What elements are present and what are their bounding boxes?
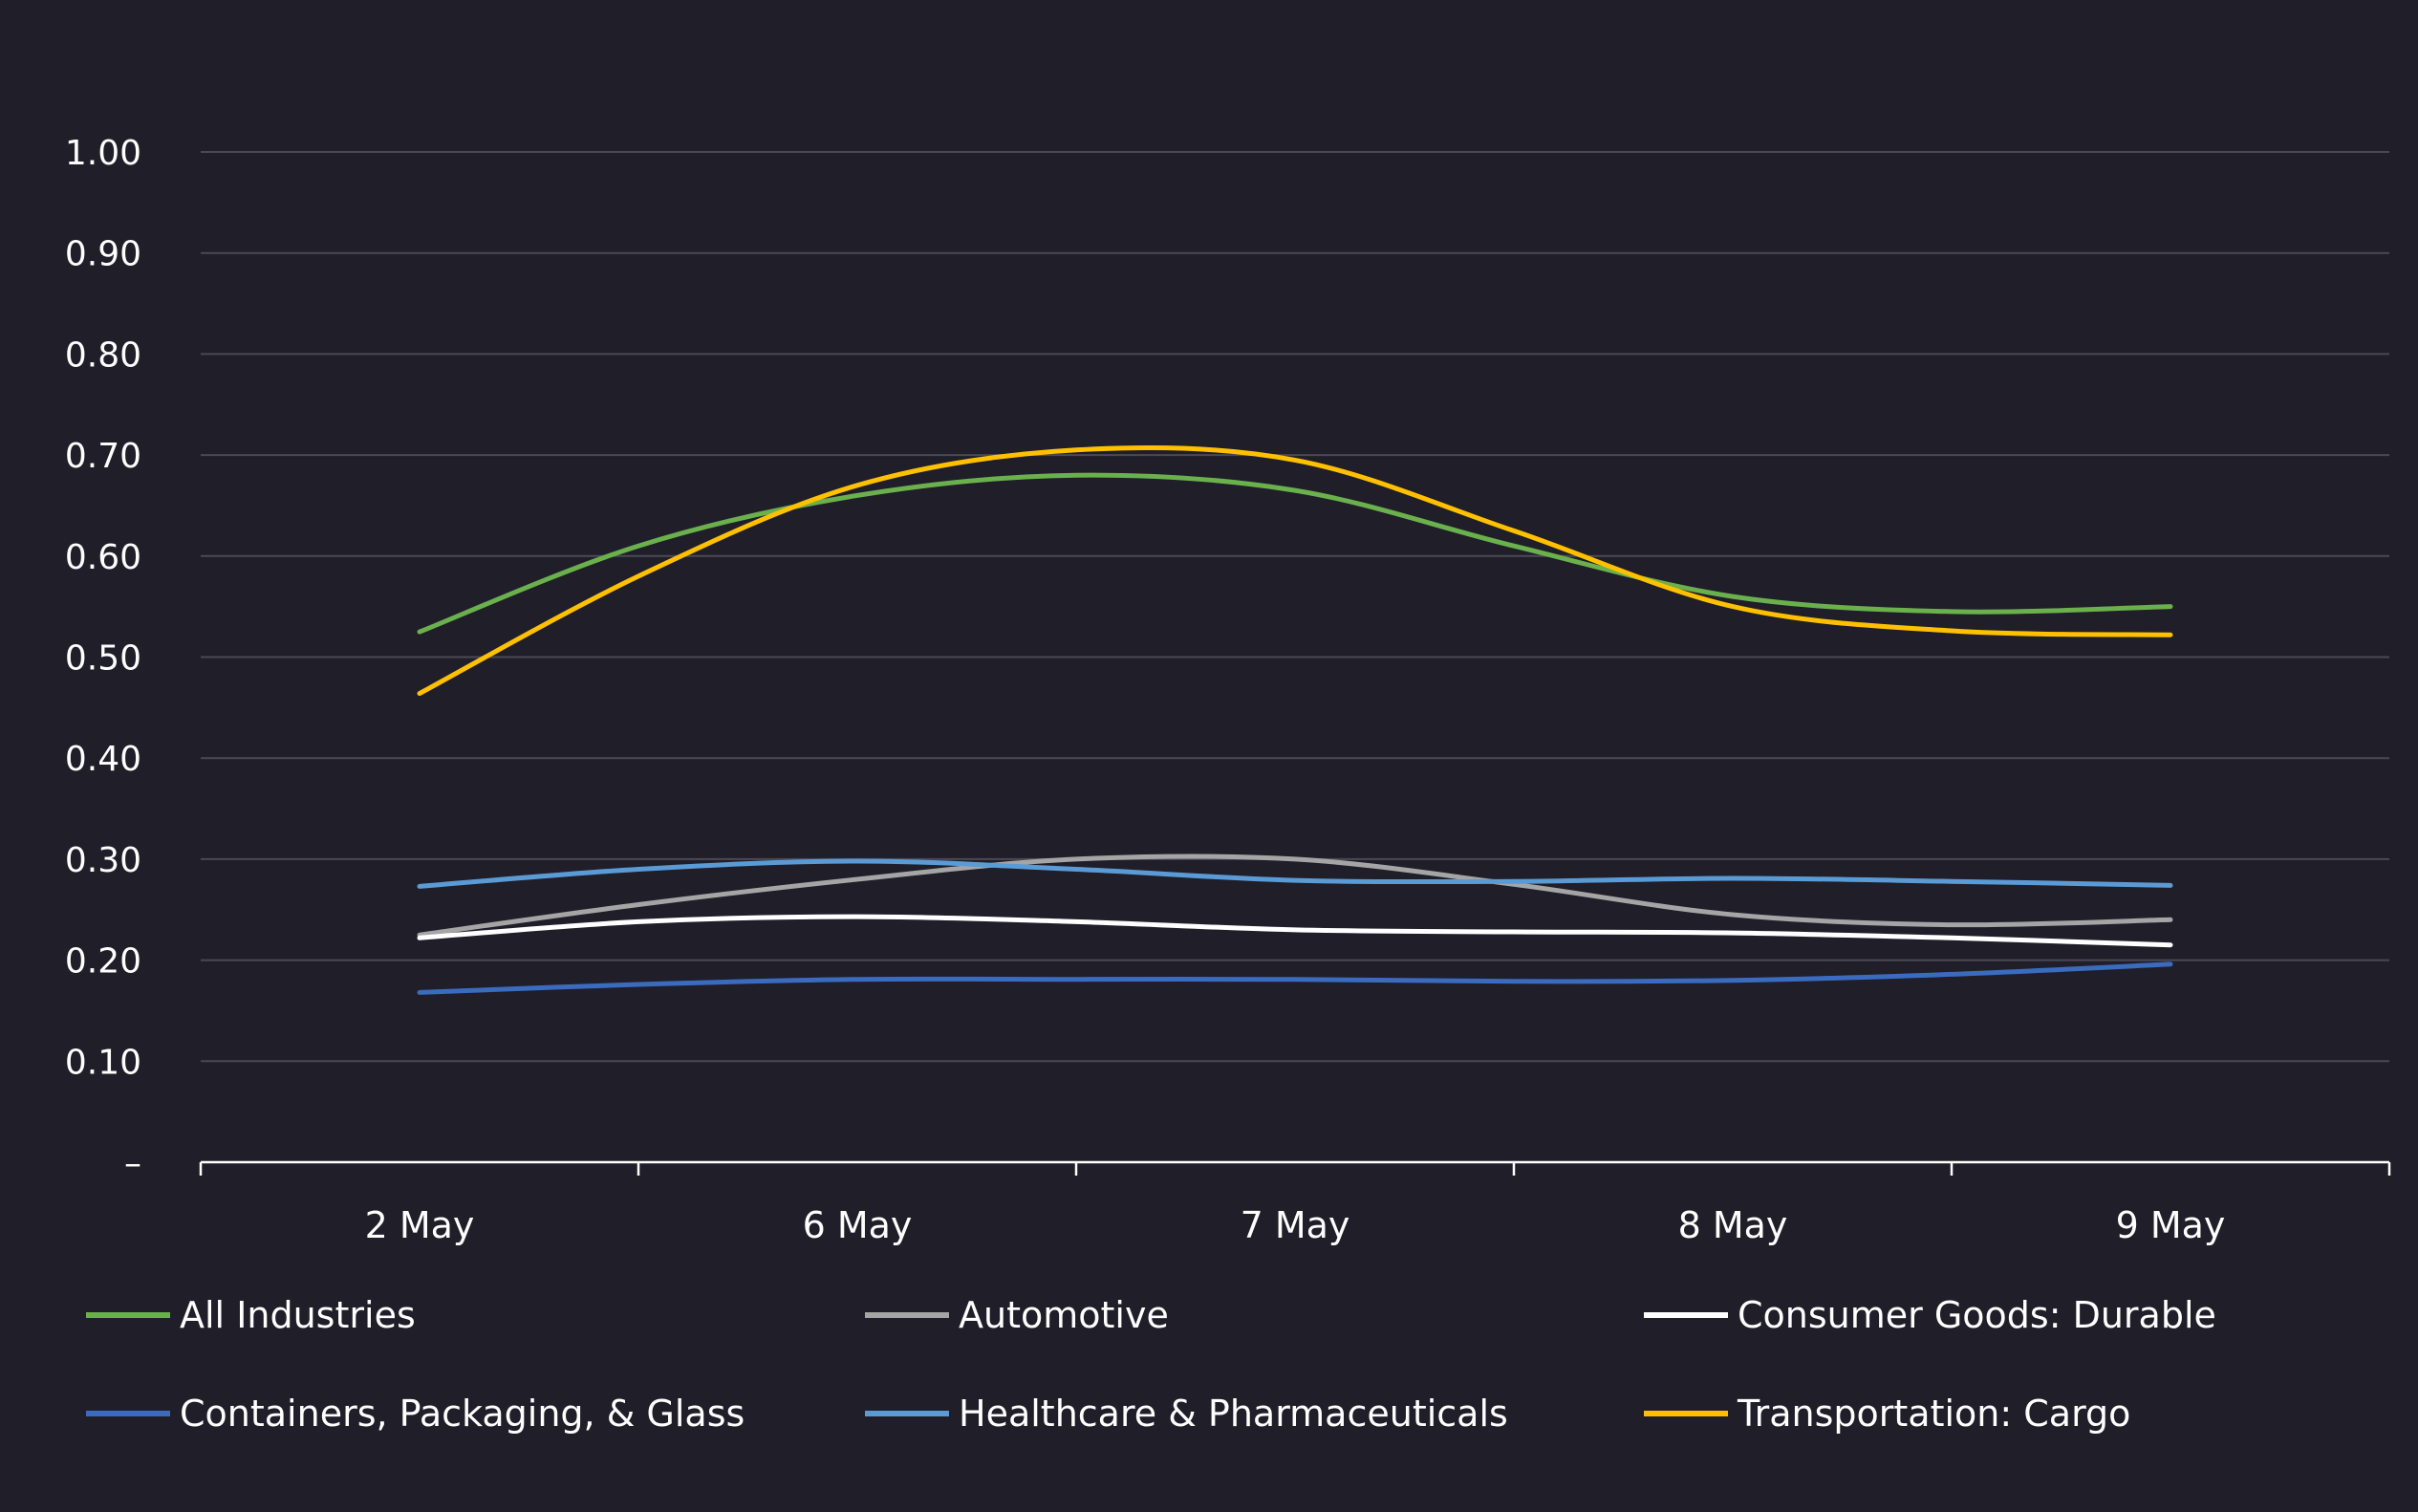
legend-item-automotive: Automotive bbox=[865, 1294, 1169, 1336]
y-tick-label: 0.60 bbox=[65, 538, 141, 577]
series-line-healthcare-pharmaceuticals bbox=[417, 858, 2173, 889]
y-tick-label: 0.50 bbox=[65, 639, 141, 679]
series-line-containers-packaging-glass bbox=[417, 961, 2173, 995]
x-tick-label: 8 May bbox=[1678, 1204, 1788, 1246]
y-tick-label: 0.80 bbox=[65, 335, 141, 375]
y-tick-label: 0.90 bbox=[65, 235, 141, 274]
series-line-consumer-goods-durable bbox=[417, 914, 2173, 948]
legend-item-consumer-goods-durable: Consumer Goods: Durable bbox=[1644, 1294, 2216, 1336]
legend-label: Automotive bbox=[959, 1294, 1169, 1336]
legend-label: Transportation: Cargo bbox=[1737, 1393, 2130, 1435]
series-line-automotive bbox=[417, 853, 2173, 938]
legend-item-transportation-cargo: Transportation: Cargo bbox=[1644, 1393, 2130, 1435]
x-tick-label: 6 May bbox=[803, 1204, 913, 1246]
gridlines bbox=[201, 151, 2389, 1063]
legend-label: Consumer Goods: Durable bbox=[1738, 1294, 2216, 1336]
series-line-transportation-cargo bbox=[417, 444, 2173, 697]
y-tick-label: – bbox=[124, 1144, 141, 1183]
y-axis-tick-labels: – 0.10 0.20 0.30 0.40 0.50 0.60 0.70 0.80 0.90 1.0… bbox=[65, 134, 141, 1183]
legend-label: Containers, Packaging, & Glass bbox=[180, 1393, 745, 1435]
legend-item-containers-packaging-glass: Containers, Packaging, & Glass bbox=[86, 1393, 745, 1435]
x-tick-label: 2 May bbox=[365, 1204, 475, 1246]
legend-item-all-industries: All Industries bbox=[86, 1294, 416, 1336]
x-tick-label: 7 May bbox=[1241, 1204, 1350, 1246]
y-tick-label: 0.20 bbox=[65, 942, 141, 982]
y-tick-label: 1.00 bbox=[65, 134, 141, 173]
legend: All Industries Automotive Consumer Goods: … bbox=[86, 1294, 2216, 1435]
legend-label: Healthcare & Pharmaceuticals bbox=[959, 1393, 1508, 1435]
legend-label: All Industries bbox=[180, 1294, 416, 1336]
series-lines bbox=[417, 444, 2173, 995]
x-axis bbox=[199, 1160, 2391, 1176]
y-tick-label: 0.40 bbox=[65, 740, 141, 779]
x-axis-tick-labels: 2 May 6 May 7 May 8 May 9 May bbox=[365, 1204, 2226, 1246]
y-tick-label: 0.70 bbox=[65, 437, 141, 476]
legend-item-healthcare-pharmaceuticals: Healthcare & Pharmaceuticals bbox=[865, 1393, 1508, 1435]
series-line-all-industries bbox=[417, 472, 2173, 635]
x-tick-label: 9 May bbox=[2116, 1204, 2226, 1246]
y-tick-label: 0.10 bbox=[65, 1043, 141, 1082]
y-tick-label: 0.30 bbox=[65, 841, 141, 880]
